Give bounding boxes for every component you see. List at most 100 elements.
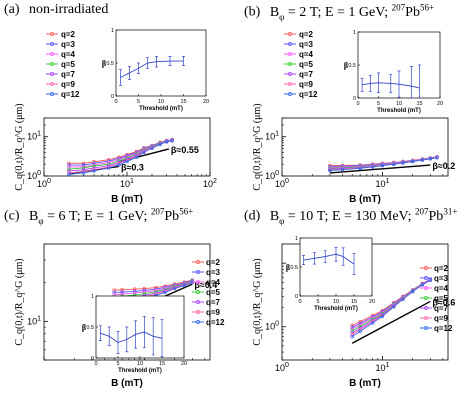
legend-entry: q=3 xyxy=(61,40,76,49)
data-point xyxy=(358,166,362,171)
data-point xyxy=(158,142,162,147)
data-point xyxy=(142,286,147,291)
legend-entry: q=4 xyxy=(206,278,221,287)
y-axis-label: C_q(0,t)/R_q^G (μm) xyxy=(14,103,25,190)
panel-d-title-b: B xyxy=(269,208,280,224)
legend-entry: q=9 xyxy=(61,80,76,89)
legend-entry: q=4 xyxy=(434,284,449,293)
inset-x-tick-label: 5 xyxy=(116,361,119,367)
inset-x-tick-label: 10 xyxy=(333,299,339,305)
inset-x-tick-label: 0 xyxy=(298,299,301,305)
inset-y-label: β xyxy=(344,61,348,70)
legend-marker xyxy=(288,52,292,56)
panel-b-title-charge: 56+ xyxy=(419,2,435,12)
inset-x-tick-label: 5 xyxy=(377,101,380,107)
inset-x-tick-label: 10 xyxy=(158,99,164,105)
legend-entry: q=3 xyxy=(299,40,314,49)
data-point xyxy=(350,323,354,328)
legend-entry: q=12 xyxy=(61,90,80,99)
x-tick-label: 100 xyxy=(275,178,289,189)
legend-entry: q=2 xyxy=(61,30,76,39)
data-point xyxy=(125,159,129,164)
inset-x-tick-label: 15 xyxy=(159,361,165,367)
legend-entry: q=7 xyxy=(299,70,314,79)
series-line xyxy=(329,157,438,171)
panel-c-title-charge: 56+ xyxy=(179,206,194,216)
legend-entry: q=12 xyxy=(299,90,318,99)
y-tick-label: 101 xyxy=(27,131,41,142)
data-point xyxy=(401,297,405,302)
legend-marker xyxy=(196,300,200,304)
legend-marker xyxy=(424,276,428,280)
panel-b-title-mid: = 2 T; E = 1 GeV; xyxy=(284,4,392,20)
legend-entry: q=2 xyxy=(206,258,221,267)
legend-marker xyxy=(288,32,292,36)
x-tick-label: 100 xyxy=(275,362,289,373)
data-point xyxy=(401,161,405,165)
panel-c-label: (c) xyxy=(4,208,20,224)
y-tick-label: 100 xyxy=(265,170,279,181)
legend-marker xyxy=(288,62,292,66)
inset-x-tick-label: 0 xyxy=(94,361,97,367)
data-point xyxy=(112,290,116,295)
y-tick-label: 101 xyxy=(27,315,41,326)
panel-a-title: (a) non-irradiated xyxy=(4,2,108,18)
beta-annotation: β≈0.2 xyxy=(432,161,455,171)
data-point xyxy=(182,283,187,288)
legend-marker xyxy=(50,72,54,76)
data-point xyxy=(81,171,86,175)
panel-a-label: (a) xyxy=(4,2,20,17)
x-tick-label: 102 xyxy=(203,178,217,189)
panel-c-title-sub: φ xyxy=(38,215,44,226)
legend-entry: q=12 xyxy=(434,324,453,333)
data-point xyxy=(120,290,124,294)
legend-entry: q=7 xyxy=(61,70,76,79)
reference-fit-line xyxy=(118,148,170,163)
inset-y-tick-label: 0.5 xyxy=(348,63,356,69)
legend-marker xyxy=(288,42,292,46)
inset-frame xyxy=(115,29,207,97)
x-tick-label: 101 xyxy=(375,178,389,189)
data-point xyxy=(92,169,96,173)
beta-annotation: β≈0.3 xyxy=(121,162,144,172)
data-point xyxy=(163,290,167,295)
data-point xyxy=(106,166,111,170)
panel-d-label: (d) xyxy=(244,208,261,224)
panel-c-title-b: B xyxy=(29,208,39,224)
legend-marker xyxy=(196,270,200,274)
inset-y-tick-label: 0 xyxy=(111,94,114,100)
inset-x-tick-label: 0 xyxy=(114,99,117,105)
panel-b-title-sub: φ xyxy=(279,11,285,22)
legend-marker xyxy=(196,320,200,324)
legend-marker xyxy=(288,72,292,76)
y-tick-label: 100 xyxy=(265,321,279,332)
beta-annotation: β≈0.4 xyxy=(194,280,217,290)
panel-b-title-element: Pb xyxy=(405,4,420,20)
inset-series-line xyxy=(100,331,163,344)
inset-x-tick-label: 5 xyxy=(137,99,140,105)
legend-entry: q=9 xyxy=(206,308,221,317)
legend-entry: q=2 xyxy=(434,264,449,273)
y-tick-label: 101 xyxy=(265,131,279,142)
legend-entry: q=12 xyxy=(206,318,225,327)
data-point xyxy=(358,329,362,333)
data-point xyxy=(164,140,169,144)
data-point xyxy=(92,164,96,168)
inset-y-label: β xyxy=(102,59,106,68)
data-point xyxy=(134,155,139,160)
legend-entry: q=4 xyxy=(299,50,314,59)
inset-y-label: β xyxy=(286,263,290,272)
data-point xyxy=(328,168,332,173)
data-point xyxy=(142,150,146,155)
inset-y-tick-label: 1 xyxy=(111,28,114,34)
data-point xyxy=(350,329,354,333)
inset-x-tick-label: 20 xyxy=(369,299,375,305)
reference-fit-line xyxy=(329,164,431,174)
x-tick-label: 100 xyxy=(37,178,51,189)
legend-marker xyxy=(50,52,54,56)
data-point xyxy=(380,163,385,168)
legend-entry: q=2 xyxy=(299,30,314,39)
x-axis-label: B (mT) xyxy=(349,194,381,205)
data-point xyxy=(428,156,433,161)
